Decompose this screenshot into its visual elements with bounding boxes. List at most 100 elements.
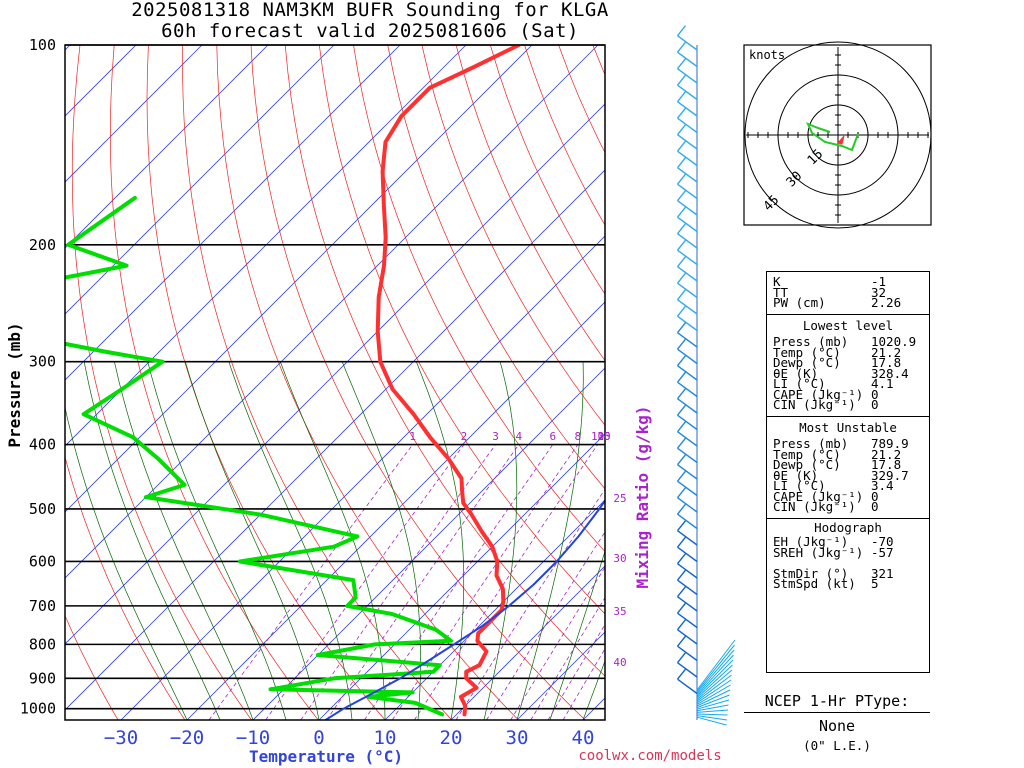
wind-barb-flag [676,124,687,136]
y-tick-label: 300 [29,353,56,371]
wind-barb [677,101,698,117]
mixing-ratio-label: 30 [613,552,626,565]
hodograph-units-label: knots [749,48,785,62]
wind-barb-low [696,644,735,692]
mixing-ratio-label: 15 [597,430,610,443]
wind-barb-flag [676,520,687,532]
wind-barb [677,332,698,348]
dry-adiabat-line [71,45,252,720]
wind-barb-flag [676,58,687,70]
mixing-ratio-label: 25 [613,492,626,505]
x-tick-label: 20 [440,727,463,749]
wind-barb-low [696,639,736,691]
wind-barb-flag [676,355,687,367]
wind-barb-low [696,694,730,709]
wind-barb [677,68,698,84]
wind-barb-flag [676,371,687,383]
wind-barb-flag [676,602,687,614]
wind-barb-flag [676,140,687,152]
y-tick-label: 1000 [20,700,56,718]
wind-barb-flag [676,388,687,400]
wind-barb-flag [676,454,687,466]
wind-barb-low [696,715,728,721]
wind-barb-flag [676,536,687,548]
wind-barb [677,381,698,398]
lowest-level-section: Lowest level Press (mb) 1020.9 Temp (°C) 21… [767,313,929,416]
mixing-ratio-label: 3 [492,430,499,443]
wind-barb-flag [676,41,687,53]
wind-barb [677,315,698,332]
isotherm-line [65,45,269,249]
stat-row-pw: PW (cm) 2.26 [773,295,902,310]
wind-barb-flag [676,487,687,499]
x-axis-label: Temperature (°C) [249,747,403,766]
section-title: Most Unstable [799,419,897,435]
wind-barb [677,398,698,414]
moist-adiabat-line [147,361,287,720]
isotherm-line [65,45,203,183]
wind-barb [677,183,698,200]
wind-barb [677,35,698,51]
ptype-label: NCEP 1-Hr PType: [744,691,930,713]
isotherm-line [65,103,605,645]
wind-barb-flag [676,338,687,350]
mixing-ratio-label: 6 [550,430,557,443]
wind-barb [677,563,698,579]
wind-barb [677,51,698,68]
isotherm-line [65,45,533,513]
stat-row: CAPE (Jkg⁻¹) 0 [773,386,879,402]
moist-adiabat-line [65,405,188,720]
stat-row: CIN (Jkg⁻¹) 0 [773,499,879,514]
most-unstable-section: Most Unstable Press (mb) 789.9 Temp (°C) 21… [767,415,929,518]
isotherm-line [65,45,335,315]
dry-adiabat-line [1003,45,1024,720]
wind-barb [677,216,698,233]
dry-adiabat-line [969,45,1024,720]
ptype-value: None [818,717,856,735]
dry-adiabat-line [318,45,605,615]
isotherm-line [0,45,4,720]
y-tick-label: 700 [29,597,56,615]
wind-barb [677,282,698,299]
wind-barb [677,200,698,216]
wind-barb-low [696,679,732,704]
dry-adiabat-line [421,45,605,426]
moist-adiabat-line [483,361,518,720]
stat-row: Dewp (°C) 17.8 [773,457,902,472]
wind-barb-flag [676,421,687,433]
y-tick-label: 100 [29,36,56,54]
stat-row-k: K -1 [773,274,887,289]
y-tick-label: 500 [29,500,56,518]
isotherm-line [65,169,605,711]
mixing-ratio-line [208,444,414,720]
moist-adiabat-line [516,361,584,720]
stat-row: EH (Jkg⁻¹) -70 [773,534,894,549]
wind-barb [677,266,698,282]
moist-adiabat-line [549,549,605,720]
mixing-ratio-line [391,444,579,720]
wind-barb [677,530,698,546]
mixing-ratio-line [547,623,605,720]
wind-barb [677,612,698,629]
section-title: Hodograph [814,519,882,535]
ptype-panel: NCEP 1-Hr PType: None (0" L.E.) [744,691,930,754]
wind-barb-flag [676,91,687,103]
mixing-ratio-label: 8 [574,430,581,443]
isotherm-line [120,235,605,720]
dry-adiabat-line [110,45,319,720]
chart-title-line2: 60h forecast valid 2025081606 (Sat) [161,20,579,42]
wind-barb-low [696,664,733,699]
moist-adiabat-line [114,361,254,720]
wind-barb-flag [676,553,687,565]
mixing-ratio-line [486,531,605,720]
stat-row: Temp (°C) 21.2 [773,446,902,462]
wind-barb-flag [676,157,687,169]
wind-barb [677,513,698,530]
wind-barb-flag [676,586,687,598]
profile-parcel [324,498,605,720]
wind-barb [677,233,698,249]
chart-title-line1: 2025081318 NAM3KM BUFR Sounding for KLGA [131,0,609,21]
hodograph-ring [744,41,932,229]
profile-temperature [375,45,521,717]
wind-barb-flag [676,74,687,86]
